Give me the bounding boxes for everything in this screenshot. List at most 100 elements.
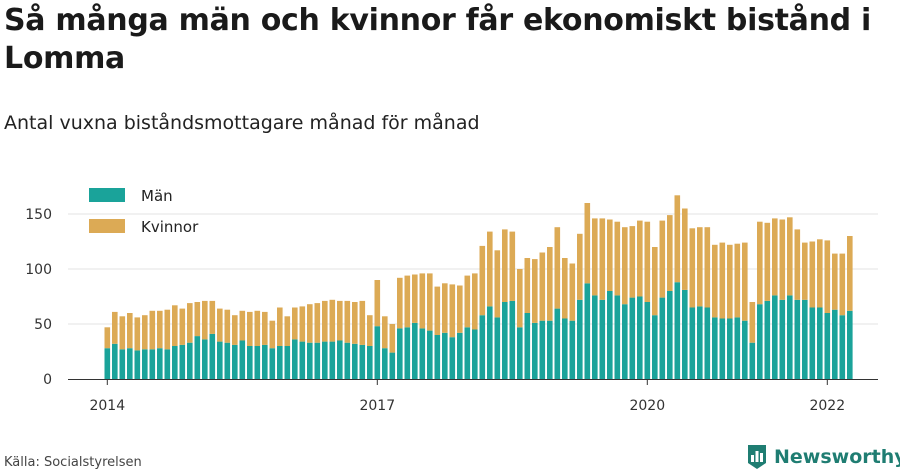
bar-women	[307, 304, 313, 343]
bar-men	[517, 327, 523, 379]
bar-men	[502, 302, 508, 379]
bar-men	[209, 333, 216, 379]
bar-women	[794, 229, 801, 300]
bar-women	[584, 203, 591, 284]
bar-women	[187, 303, 193, 343]
bar-men	[277, 346, 283, 379]
chart-subtitle: Antal vuxna biståndsmottagare månad för …	[4, 112, 480, 134]
bar-men	[292, 339, 298, 379]
bar-men	[727, 318, 733, 379]
bar-women	[389, 324, 396, 353]
bar-women	[239, 310, 246, 341]
bar-men	[644, 302, 651, 379]
bar-women	[217, 308, 223, 342]
bar-men	[254, 346, 261, 379]
bar-men	[487, 306, 493, 379]
brand-name: Newsworthy	[774, 446, 900, 468]
bar-women	[149, 310, 156, 350]
bar-women	[554, 227, 561, 309]
bar-men	[479, 315, 486, 379]
bar-women	[449, 284, 456, 338]
bar-women	[419, 273, 426, 329]
bar-men	[764, 300, 771, 379]
bar-men	[359, 344, 366, 379]
bar-women	[764, 222, 771, 301]
bar-women	[397, 277, 403, 329]
bar-men	[382, 348, 388, 379]
bar-women	[802, 242, 808, 300]
chart-title: Så många män och kvinnor får ekonomiskt …	[4, 3, 871, 76]
source-note: Källa: Socialstyrelsen	[4, 455, 142, 470]
bar-women	[779, 219, 786, 300]
bar-men	[374, 326, 381, 379]
bar-men	[599, 299, 606, 379]
bar-men	[464, 327, 471, 379]
bar-men	[472, 329, 478, 379]
bar-women	[659, 220, 666, 298]
bar-women	[839, 253, 846, 316]
bar-women	[284, 316, 291, 346]
bar-women	[434, 286, 441, 335]
bar-women	[847, 236, 853, 311]
bar-men	[389, 352, 396, 379]
bar-women	[727, 244, 733, 319]
bar-men	[742, 320, 748, 379]
bar-men	[637, 296, 643, 379]
bar-men	[719, 318, 726, 379]
bar-men	[682, 289, 688, 379]
legend-label-women: Kvinnor	[141, 218, 199, 236]
bar-men	[772, 295, 778, 379]
x-tick-label: 2020	[629, 398, 665, 414]
brand[interactable]: Newsworthy	[746, 443, 900, 471]
bar-men	[817, 307, 823, 379]
bar-men	[239, 340, 246, 379]
bar-women	[404, 275, 411, 328]
bar-women	[599, 218, 606, 300]
bar-men	[299, 341, 306, 379]
bar-men	[547, 320, 553, 379]
bar-women	[142, 315, 148, 350]
bar-women	[194, 302, 201, 337]
bar-women	[442, 283, 448, 333]
bar-men	[314, 342, 321, 379]
bar-women	[479, 245, 486, 316]
bar-men	[734, 317, 741, 379]
bar-women	[674, 195, 681, 283]
bar-men	[847, 310, 853, 379]
bar-women	[824, 240, 831, 313]
bar-men	[592, 295, 598, 379]
bar-women	[637, 220, 643, 297]
bar-men	[824, 313, 831, 379]
bar-men	[524, 313, 531, 379]
bar-men	[674, 282, 681, 379]
bar-men	[269, 348, 276, 379]
bar-women	[464, 275, 471, 328]
bar-women	[697, 227, 703, 307]
bar-men	[712, 317, 718, 379]
bar-men	[164, 349, 171, 379]
x-tick-label: 2017	[359, 398, 395, 414]
bar-women	[704, 227, 711, 308]
bar-men	[187, 342, 193, 379]
bar-women	[472, 273, 478, 330]
bar-men	[629, 297, 636, 379]
bar-women	[344, 300, 351, 343]
bar-women	[329, 299, 336, 342]
bars	[104, 195, 853, 379]
bar-men	[652, 315, 658, 379]
bar-men	[787, 295, 793, 379]
bar-women	[247, 311, 253, 346]
bar-women	[164, 309, 171, 350]
bar-men	[659, 297, 666, 379]
bar-women	[299, 306, 306, 342]
bar-women	[562, 258, 568, 319]
bar-men	[412, 322, 418, 379]
bar-women	[352, 302, 358, 344]
bar-women	[532, 259, 538, 323]
bar-women	[569, 263, 576, 321]
bar-men	[337, 340, 343, 379]
bar-men	[434, 335, 441, 379]
bar-women	[254, 310, 261, 346]
bar-women	[817, 239, 823, 308]
bar-women	[734, 243, 741, 318]
